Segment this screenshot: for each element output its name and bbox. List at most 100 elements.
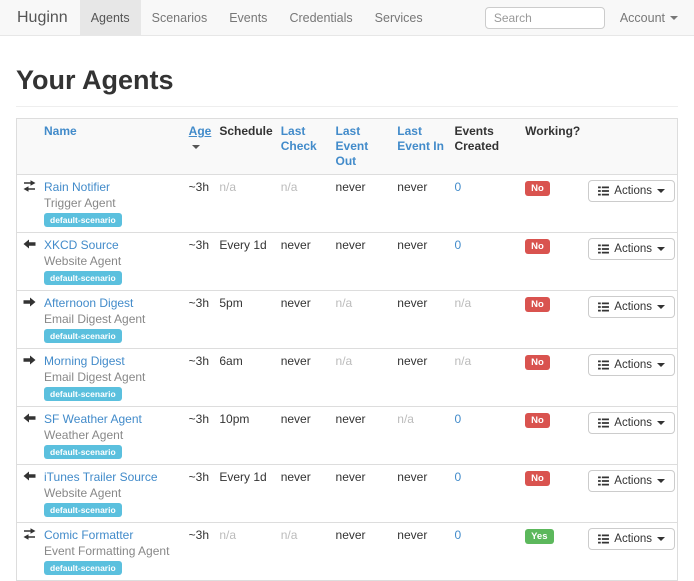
list-icon [598,476,610,486]
schedule-cell: n/a [213,174,275,233]
working-badge: No [525,471,550,486]
last-event-out-cell: never [329,522,392,581]
last-event-out-cell: n/a [329,290,392,349]
header-age[interactable]: Age [188,124,212,138]
scenario-badge[interactable]: default-scenario [44,213,122,227]
schedule-cell: Every 1d [213,232,275,291]
header-icon-spacer [16,118,38,175]
arrow-right-icon [23,355,36,365]
working-badge: No [525,413,550,428]
scenario-badge[interactable]: default-scenario [44,445,122,459]
transfer-icon [23,528,36,540]
last-event-out-cell: never [329,406,392,465]
nav-item-agents[interactable]: Agents [79,0,141,35]
arrow-left-icon [23,413,36,423]
scenario-badge[interactable]: default-scenario [44,387,122,401]
chevron-down-icon [657,247,665,251]
events-created-link[interactable]: 0 [454,180,462,194]
actions-button[interactable]: Actions [588,470,675,492]
age-cell: ~3h [182,174,214,233]
table-row: Rain Notifier Trigger Agent default-scen… [16,174,678,233]
last-check-cell: n/a [274,522,330,581]
nav-item-services[interactable]: Services [374,10,423,25]
agent-name-link[interactable]: SF Weather Agent [44,412,142,426]
navbar: Huginn Agents Scenarios Events Credentia… [0,0,694,36]
events-created-link[interactable]: 0 [454,470,462,484]
working-badge: No [525,355,550,370]
header-last-event-out[interactable]: Last Event Out [335,124,369,168]
last-event-in-cell: n/a [391,406,449,465]
account-menu[interactable]: Account [620,11,678,25]
actions-button[interactable]: Actions [588,180,675,202]
actions-button[interactable]: Actions [588,528,675,550]
main-content: Your Agents Name Age Schedule Last Check… [0,65,694,581]
table-row: Comic Formatter Event Formatting Agent d… [16,522,678,581]
header-name[interactable]: Name [44,124,77,138]
last-event-in-cell: never [391,348,449,407]
last-check-cell: never [274,464,330,523]
scenario-badge[interactable]: default-scenario [44,503,122,517]
agent-name-link[interactable]: Rain Notifier [44,180,111,194]
last-check-cell: never [274,290,330,349]
agents-table: Name Age Schedule Last Check Last Event … [16,118,678,581]
actions-button[interactable]: Actions [588,354,675,376]
working-badge: No [525,181,550,196]
last-event-in-cell: never [391,522,449,581]
schedule-cell: 5pm [213,290,275,349]
arrow-left-icon [23,239,36,249]
last-check-cell: n/a [274,174,330,233]
agent-type: Event Formatting Agent [44,544,170,558]
agent-name-link[interactable]: Comic Formatter [44,528,134,542]
agent-name-link[interactable]: Morning Digest [44,354,125,368]
agent-type: Trigger Agent [44,196,116,210]
working-badge: No [525,239,550,254]
table-row: XKCD Source Website Agent default-scenar… [16,232,678,291]
schedule-cell: 6am [213,348,275,407]
age-cell: ~3h [182,464,214,523]
table-row: iTunes Trailer Source Website Agent defa… [16,464,678,523]
agent-type: Email Digest Agent [44,370,146,384]
chevron-down-icon [657,479,665,483]
header-working: Working? [519,118,583,175]
arrow-right-icon [23,297,36,307]
events-created-cell: n/a [448,290,520,349]
scenario-badge[interactable]: default-scenario [44,561,122,575]
events-created-link[interactable]: 0 [454,528,462,542]
header-last-check[interactable]: Last Check [280,124,317,153]
agent-name-link[interactable]: iTunes Trailer Source [44,470,158,484]
nav-item-events[interactable]: Events [229,10,268,25]
scenario-badge[interactable]: default-scenario [44,271,122,285]
transfer-icon [23,180,36,192]
table-row: Afternoon Digest Email Digest Agent defa… [16,290,678,349]
events-created-link[interactable]: 0 [454,238,462,252]
table-header-row: Name Age Schedule Last Check Last Event … [16,118,678,175]
list-icon [598,534,610,544]
arrow-left-icon [23,471,36,481]
last-event-in-cell: never [391,232,449,291]
last-event-out-cell: never [329,174,392,233]
nav-item-credentials[interactable]: Credentials [289,10,353,25]
working-badge: No [525,297,550,312]
age-cell: ~3h [182,232,214,291]
scenario-badge[interactable]: default-scenario [44,329,122,343]
agent-type: Weather Agent [44,428,124,442]
last-check-cell: never [274,232,330,291]
agent-name-link[interactable]: XKCD Source [44,238,119,252]
list-icon [598,302,610,312]
nav-item-scenarios[interactable]: Scenarios [151,10,208,25]
last-event-in-cell: never [391,174,449,233]
events-created-link[interactable]: 0 [454,412,462,426]
actions-button[interactable]: Actions [588,238,675,260]
header-last-event-in[interactable]: Last Event In [397,124,444,153]
actions-button[interactable]: Actions [588,296,675,318]
brand-logo[interactable]: Huginn [17,8,68,26]
chevron-down-icon [670,15,678,20]
working-badge: Yes [525,529,554,544]
list-icon [598,360,610,370]
agent-type: Email Digest Agent [44,312,146,326]
search-input[interactable] [484,6,605,29]
actions-button[interactable]: Actions [588,412,675,434]
agent-name-link[interactable]: Afternoon Digest [44,296,134,310]
last-check-cell: never [274,348,330,407]
chevron-down-icon [657,363,665,367]
